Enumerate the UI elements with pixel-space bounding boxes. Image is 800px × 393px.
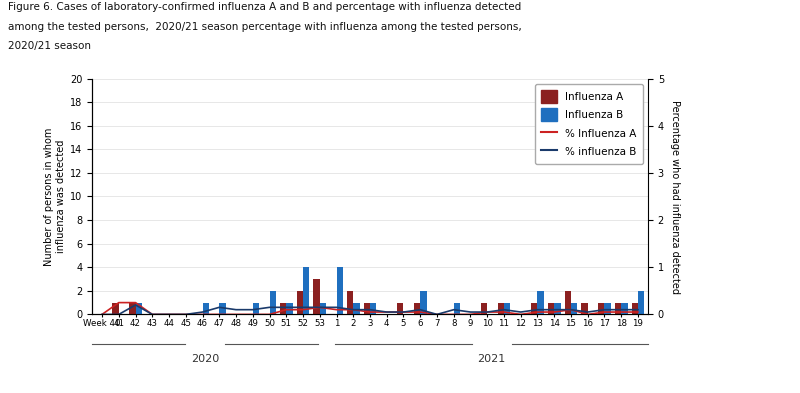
Bar bbox=[135, 303, 142, 314]
Bar bbox=[548, 303, 554, 314]
Bar bbox=[582, 303, 588, 314]
Bar bbox=[538, 291, 544, 314]
Bar bbox=[598, 303, 605, 314]
Bar bbox=[337, 267, 343, 314]
Text: among the tested persons,  2020/21 season percentage with influenza among the te: among the tested persons, 2020/21 season… bbox=[8, 22, 522, 31]
Bar bbox=[420, 291, 426, 314]
Text: 2020: 2020 bbox=[191, 354, 219, 364]
Bar bbox=[303, 267, 310, 314]
Text: 2020/21 season: 2020/21 season bbox=[8, 41, 91, 51]
Bar bbox=[554, 303, 561, 314]
Bar bbox=[498, 303, 504, 314]
Bar bbox=[297, 291, 303, 314]
Text: Figure 6. Cases of laboratory-confirmed influenza A and B and percentage with in: Figure 6. Cases of laboratory-confirmed … bbox=[8, 2, 522, 12]
Bar bbox=[481, 303, 487, 314]
Bar bbox=[354, 303, 360, 314]
Bar bbox=[270, 291, 276, 314]
Bar bbox=[638, 291, 644, 314]
Bar bbox=[253, 303, 259, 314]
Bar bbox=[364, 303, 370, 314]
Bar bbox=[347, 291, 354, 314]
Y-axis label: Percentage who had influenza detected: Percentage who had influenza detected bbox=[670, 99, 679, 294]
Bar bbox=[320, 303, 326, 314]
Bar bbox=[615, 303, 622, 314]
Bar bbox=[280, 303, 286, 314]
Bar bbox=[113, 303, 118, 314]
Legend: Influenza A, Influenza B, % Influenza A, % influenza B: Influenza A, Influenza B, % Influenza A,… bbox=[535, 84, 642, 164]
Bar bbox=[219, 303, 226, 314]
Bar bbox=[605, 303, 611, 314]
Bar bbox=[286, 303, 293, 314]
Bar bbox=[202, 303, 209, 314]
Bar bbox=[454, 303, 460, 314]
Bar bbox=[370, 303, 376, 314]
Bar bbox=[314, 279, 320, 314]
Bar bbox=[631, 303, 638, 314]
Bar bbox=[414, 303, 420, 314]
Bar bbox=[622, 303, 627, 314]
Bar bbox=[565, 291, 571, 314]
Y-axis label: Number of persons in whom
influenza was detected: Number of persons in whom influenza was … bbox=[44, 127, 66, 266]
Bar bbox=[571, 303, 578, 314]
Bar bbox=[504, 303, 510, 314]
Bar bbox=[531, 303, 538, 314]
Bar bbox=[397, 303, 403, 314]
Text: 2021: 2021 bbox=[478, 354, 506, 364]
Bar bbox=[129, 303, 135, 314]
